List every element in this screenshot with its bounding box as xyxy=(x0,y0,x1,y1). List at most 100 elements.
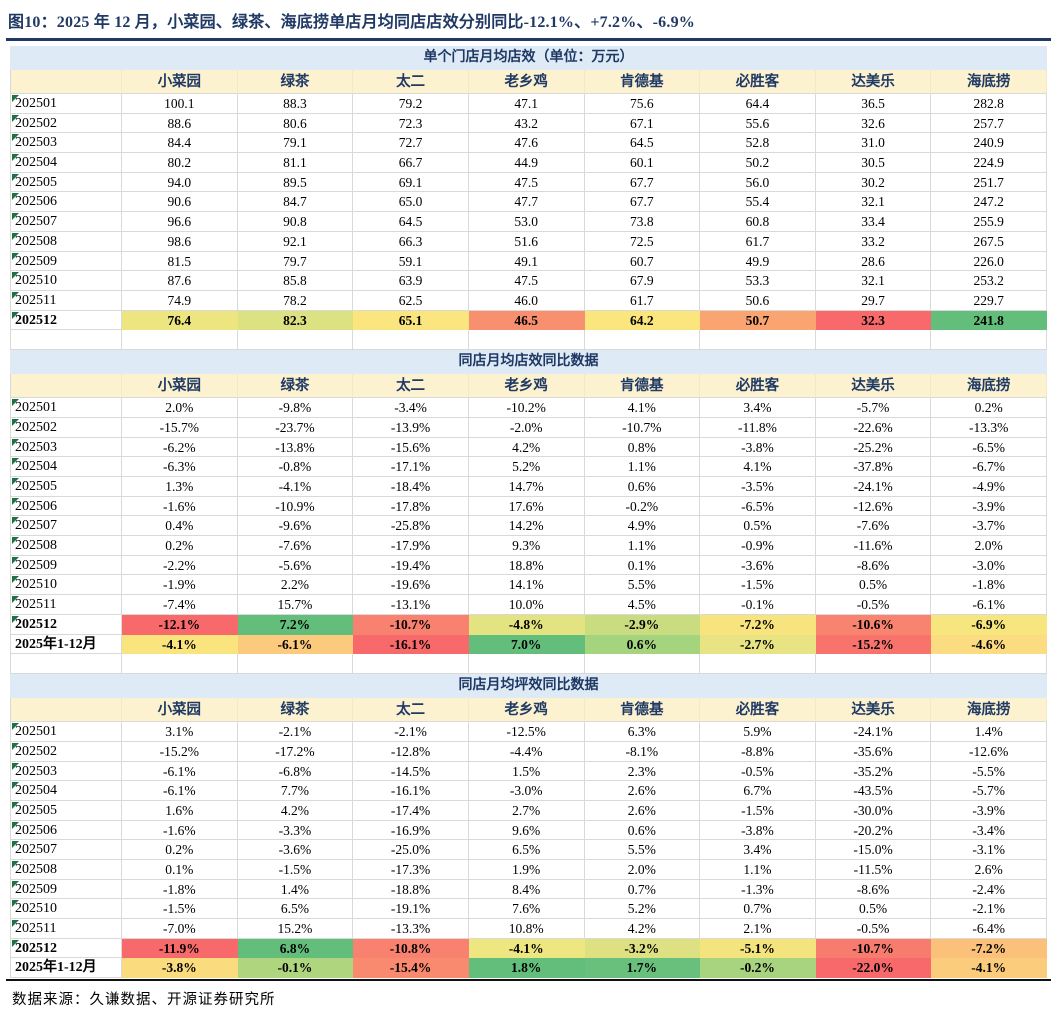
column-header-corner xyxy=(10,374,122,399)
column-header: 达美乐 xyxy=(815,698,932,723)
value-cell: -1.3% xyxy=(700,879,816,900)
column-header: 必胜客 xyxy=(700,374,816,399)
table-row: 202511 -7.0% 15.2% -13.3% 10.8% 4.2% 2.1% -0.5%… xyxy=(10,919,1047,939)
spacer-cell xyxy=(10,330,122,351)
value-cell: 90.8 xyxy=(237,212,354,232)
value-cell: 14.1% xyxy=(468,575,585,596)
value-cell: -8.6% xyxy=(815,555,932,576)
value-cell: 47.5 xyxy=(468,271,585,291)
value-cell: 51.6 xyxy=(468,231,585,252)
value-cell: -15.4% xyxy=(353,958,469,979)
value-cell: -35.6% xyxy=(815,741,932,762)
value-cell: 32.3 xyxy=(815,310,932,331)
value-cell: 73.8 xyxy=(584,212,701,232)
row-label: 202507 xyxy=(10,212,122,232)
row-label: 202505 xyxy=(10,477,122,497)
value-cell: 0.5% xyxy=(700,516,816,537)
value-cell: 90.6 xyxy=(122,192,238,213)
column-header: 达美乐 xyxy=(815,70,932,94)
table-row: 202506 -1.6% -3.3% -16.9% 9.6% 0.6% -3.8% -20.2… xyxy=(10,820,1047,841)
value-cell: 7.0% xyxy=(468,634,585,655)
spacer-cell xyxy=(931,330,1047,351)
value-cell: 4.1% xyxy=(700,457,816,477)
value-cell: 67.1 xyxy=(584,113,701,134)
value-cell: -3.9% xyxy=(931,800,1047,821)
table-row: 202501 2.0% -9.8% -3.4% -10.2% 4.1% 3.4% -5.7% 0… xyxy=(10,398,1047,418)
value-cell: 1.4% xyxy=(931,722,1047,742)
value-cell: 0.2% xyxy=(931,398,1047,418)
value-cell: -7.6% xyxy=(815,516,932,537)
value-cell: -3.0% xyxy=(468,781,585,801)
value-cell: 53.3 xyxy=(700,271,816,291)
value-cell: 88.3 xyxy=(237,94,354,114)
value-cell: 72.3 xyxy=(353,113,469,134)
value-cell: -4.1% xyxy=(237,477,354,497)
value-cell: 5.5% xyxy=(584,575,701,596)
value-cell: -3.2% xyxy=(584,938,701,959)
value-cell: -1.8% xyxy=(931,575,1047,596)
value-cell: -30.0% xyxy=(815,800,932,821)
value-cell: 2.1% xyxy=(700,919,816,939)
value-cell: 94.0 xyxy=(122,172,238,193)
spacer-cell xyxy=(700,330,816,351)
spacer-cell xyxy=(237,654,354,675)
value-cell: -6.1% xyxy=(237,634,354,655)
value-cell: 0.2% xyxy=(122,536,238,556)
value-cell: 226.0 xyxy=(931,251,1047,272)
value-cell: -13.3% xyxy=(931,417,1047,438)
value-cell: -4.1% xyxy=(931,958,1047,979)
value-cell: 81.5 xyxy=(122,251,238,272)
value-cell: 10.8% xyxy=(468,919,585,939)
figure-title: 图10：2025 年 12 月，小菜园、绿茶、海底捞单店月均同店店效分别同比-1… xyxy=(8,14,695,31)
value-cell: 74.9 xyxy=(122,290,238,311)
value-cell: 0.1% xyxy=(122,860,238,880)
value-cell: -18.8% xyxy=(353,879,469,900)
table-row: 202501 100.1 88.3 79.2 47.1 75.6 64.4 36.5 282.8 xyxy=(10,94,1047,114)
table-row: 202505 1.3% -4.1% -18.4% 14.7% 0.6% -3.5% -24.1… xyxy=(10,477,1047,497)
value-cell: -22.6% xyxy=(815,417,932,438)
value-cell: -3.8% xyxy=(700,820,816,841)
column-header: 小菜园 xyxy=(122,698,238,723)
column-header: 海底捞 xyxy=(931,374,1047,399)
row-label: 202512 xyxy=(10,310,122,331)
value-cell: -0.8% xyxy=(237,457,354,477)
spacer-cell xyxy=(931,654,1047,675)
value-cell: 32.6 xyxy=(815,113,932,134)
value-cell: -7.0% xyxy=(122,919,238,939)
value-cell: 0.7% xyxy=(584,879,701,900)
value-cell: 46.0 xyxy=(468,290,585,311)
value-cell: 229.7 xyxy=(931,290,1047,311)
value-cell: 1.5% xyxy=(468,761,585,782)
row-label: 202510 xyxy=(10,271,122,291)
table-row: 202508 98.6 92.1 66.3 51.6 72.5 61.7 33.2 267.5 xyxy=(10,231,1047,252)
value-cell: 5.2% xyxy=(468,457,585,477)
value-cell: -1.8% xyxy=(122,879,238,900)
value-cell: -43.5% xyxy=(815,781,932,801)
value-cell: 240.9 xyxy=(931,133,1047,154)
column-header: 必胜客 xyxy=(700,698,816,723)
value-cell: -0.1% xyxy=(700,595,816,615)
value-cell: 88.6 xyxy=(122,113,238,134)
table-row: 202503 -6.2% -13.8% -15.6% 4.2% 0.8% -3.8% -25.… xyxy=(10,437,1047,458)
value-cell: -15.6% xyxy=(353,437,469,458)
value-cell: 6.5% xyxy=(468,840,585,860)
value-cell: 5.5% xyxy=(584,840,701,860)
value-cell: -7.4% xyxy=(122,595,238,615)
row-label: 202505 xyxy=(10,800,122,821)
value-cell: 1.4% xyxy=(237,879,354,900)
value-cell: 3.4% xyxy=(700,398,816,418)
value-cell: 64.5 xyxy=(584,133,701,154)
value-cell: 0.5% xyxy=(815,899,932,920)
value-cell: -5.7% xyxy=(931,781,1047,801)
value-cell: 47.6 xyxy=(468,133,585,154)
value-cell: 55.4 xyxy=(700,192,816,213)
value-cell: 60.1 xyxy=(584,153,701,173)
value-cell: -7.6% xyxy=(237,536,354,556)
value-cell: 1.1% xyxy=(700,860,816,880)
value-cell: 32.1 xyxy=(815,271,932,291)
value-cell: -4.1% xyxy=(122,634,238,655)
value-cell: -1.6% xyxy=(122,496,238,517)
value-cell: -1.9% xyxy=(122,575,238,596)
value-cell: -6.7% xyxy=(931,457,1047,477)
value-cell: 33.2 xyxy=(815,231,932,252)
